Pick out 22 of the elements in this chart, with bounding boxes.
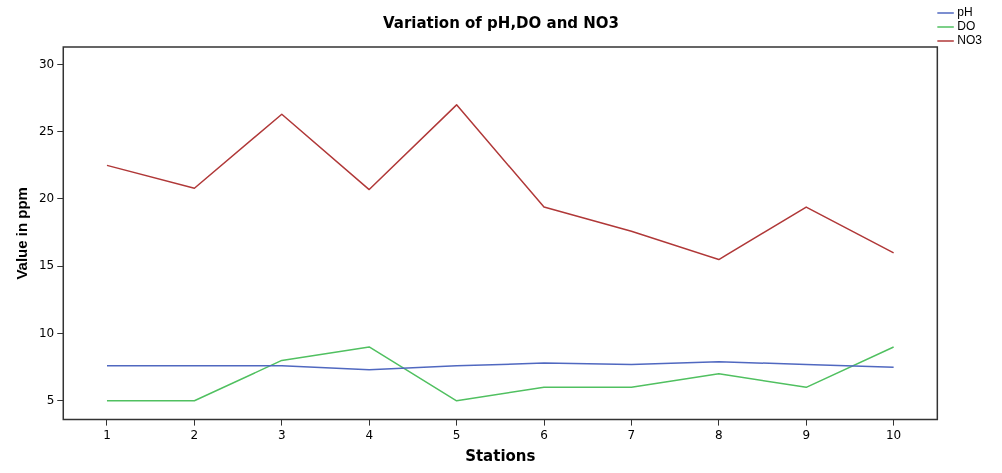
- x-tick-label: 4: [365, 427, 374, 442]
- y-tick-label: 30: [38, 56, 55, 71]
- x-tick-label: 3: [277, 427, 286, 442]
- x-axis-title: Stations: [465, 446, 536, 465]
- y-tick-label: 5: [46, 392, 55, 407]
- y-tick-label: 10: [38, 325, 55, 340]
- legend-label: NO3: [957, 33, 983, 48]
- x-tick-label: 2: [190, 427, 199, 442]
- legend-label: pH: [957, 5, 973, 20]
- x-tick-label: 1: [103, 427, 111, 442]
- chart-title: Variation of pH,DO and NO3: [382, 13, 620, 32]
- x-tick-label: 9: [802, 427, 811, 442]
- y-tick-label: 20: [38, 191, 55, 206]
- x-tick-label: 8: [714, 427, 723, 442]
- legend-label: DO: [957, 19, 976, 34]
- x-tick-label: 5: [452, 427, 461, 442]
- y-tick-label: 25: [38, 123, 55, 138]
- y-tick-label: 15: [38, 258, 55, 273]
- x-tick-label: 10: [885, 427, 902, 442]
- y-axis-title: Value in ppm: [13, 187, 31, 280]
- x-tick-label: 6: [540, 427, 548, 442]
- x-tick-label: 7: [627, 427, 636, 442]
